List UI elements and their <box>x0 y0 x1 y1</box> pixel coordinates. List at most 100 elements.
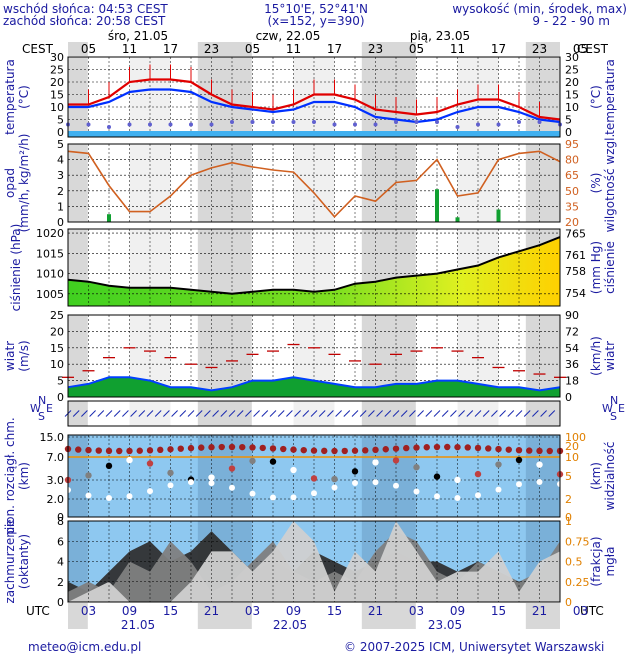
cloud-dot <box>372 479 379 486</box>
cloud-dot <box>474 444 482 452</box>
day-label-1: śro, 21.05 <box>107 29 169 43</box>
cloud-dot <box>249 457 256 465</box>
cloud-dot <box>341 447 348 455</box>
cloud-dot <box>136 447 143 454</box>
precip-bar <box>455 217 460 222</box>
night-band-bottom <box>68 603 88 629</box>
cloud-dot <box>393 482 399 489</box>
hour-bottom-label: 03 <box>572 604 589 618</box>
wind-tick-0: 0 <box>57 391 64 404</box>
temp-tick-0: 0 <box>57 126 64 139</box>
night-band <box>197 401 252 426</box>
cloud-dot <box>546 447 553 455</box>
cloud-dot <box>382 446 389 453</box>
cloud-dot <box>187 444 195 452</box>
cloud-dot <box>495 486 502 493</box>
coords-label: 15°10'E, 52°41'N <box>264 2 368 16</box>
day-band <box>129 144 171 222</box>
pressure-tick-1010: 1010 <box>36 268 64 281</box>
hour-top-label: 11 <box>449 42 466 56</box>
cover-tick-6: 6 <box>57 535 64 548</box>
pressure-ylabel-right-unit: (mm Hg) <box>589 241 603 294</box>
fog-rtick-0.75: 0.75 <box>565 535 590 548</box>
wind-ylabel-unit: (m/s) <box>17 340 31 371</box>
night-band-top <box>68 42 88 56</box>
wind-area <box>68 377 560 397</box>
panel-frame <box>67 520 561 603</box>
temp-rtick-25: 25 <box>565 64 579 77</box>
wind-arrow <box>327 410 334 417</box>
timezone-bottom-left: UTC <box>26 604 50 618</box>
wind-tick-10: 10 <box>50 358 64 371</box>
hour-bottom-label: 15 <box>490 604 507 618</box>
wind-arrow <box>245 410 252 417</box>
hour-top-label: 23 <box>203 42 220 56</box>
cloud-dot <box>413 444 420 451</box>
wind-rtick-90: 90 <box>565 309 579 322</box>
night-band-bottom <box>525 603 560 629</box>
cloud-dot <box>536 447 543 455</box>
vis-ylabel-unit: (km) <box>589 462 603 490</box>
cloud-dot <box>485 445 492 452</box>
cloud-dot <box>146 447 154 454</box>
fog-rtick-1: 1 <box>565 515 572 528</box>
wind-rtick-18: 18 <box>565 375 579 388</box>
wind-arrow <box>72 410 80 417</box>
wind-arrow <box>540 410 547 417</box>
vis-rtick-1: 2 <box>565 493 572 506</box>
wind-arrow <box>384 410 392 417</box>
cloud-dot <box>331 447 338 455</box>
night-band <box>68 57 88 137</box>
cloud-dot <box>198 444 205 451</box>
timezone-bottom-right: UTC <box>580 604 604 618</box>
chill-point <box>148 122 152 127</box>
cloud-dot <box>311 490 317 497</box>
cloud-dot <box>495 461 502 468</box>
panel-frame <box>67 314 561 398</box>
wind-arrow <box>195 410 203 417</box>
cloud-tick-1: 2.0 <box>47 493 65 506</box>
wind-arrow <box>515 410 523 417</box>
hour-bottom-label: 09 <box>121 604 138 618</box>
cloud-dot <box>269 458 277 465</box>
humid-rtick-95: 95 <box>565 138 579 151</box>
cloud-dot <box>475 492 481 499</box>
wind-arrow <box>261 410 269 417</box>
date-bottom-3: 23.05 <box>427 618 463 632</box>
cloud-dot <box>290 494 297 501</box>
wind-arrow <box>376 410 383 417</box>
pressure-line <box>67 236 561 295</box>
temp-rtick-30: 30 <box>565 51 579 64</box>
cloud-dot <box>403 444 410 452</box>
cloud-tick-0: 0 <box>57 511 64 524</box>
day-label-3: pią, 23.05 <box>409 29 471 43</box>
cloud-dot <box>116 447 123 455</box>
hour-top-label: 17 <box>326 42 343 56</box>
chill-point <box>373 122 378 127</box>
hour-top-label: 05 <box>572 42 589 56</box>
contact-email[interactable]: meteo@icm.edu.pl <box>28 640 142 654</box>
precip-tick-3: 3 <box>57 169 64 182</box>
hour-top-label: 23 <box>367 42 384 56</box>
temp-rtick-0: 0 <box>565 126 572 139</box>
chill-point <box>414 120 419 124</box>
panel-frame <box>67 56 561 138</box>
wind-arrow <box>335 410 342 417</box>
wind-arrow <box>400 410 408 417</box>
precip-tick-0: 0 <box>57 216 64 229</box>
day-band <box>457 144 499 222</box>
compass-s-right: S <box>610 410 617 423</box>
chill-point <box>189 122 193 127</box>
night-band <box>197 144 252 222</box>
cover-tick-8: 8 <box>57 515 64 528</box>
wind-arrow <box>154 410 162 417</box>
temp-ylabel-right: temperatura <box>603 59 617 135</box>
temp-tick-10: 10 <box>50 101 64 114</box>
chill-point <box>496 122 501 127</box>
vis-rtick-5: 100 <box>565 431 586 444</box>
chill-point <box>86 122 91 127</box>
night-band-top <box>197 42 252 56</box>
humid-rtick-20: 20 <box>565 216 579 229</box>
chill-point <box>332 122 337 127</box>
wind-arrow <box>220 410 228 417</box>
